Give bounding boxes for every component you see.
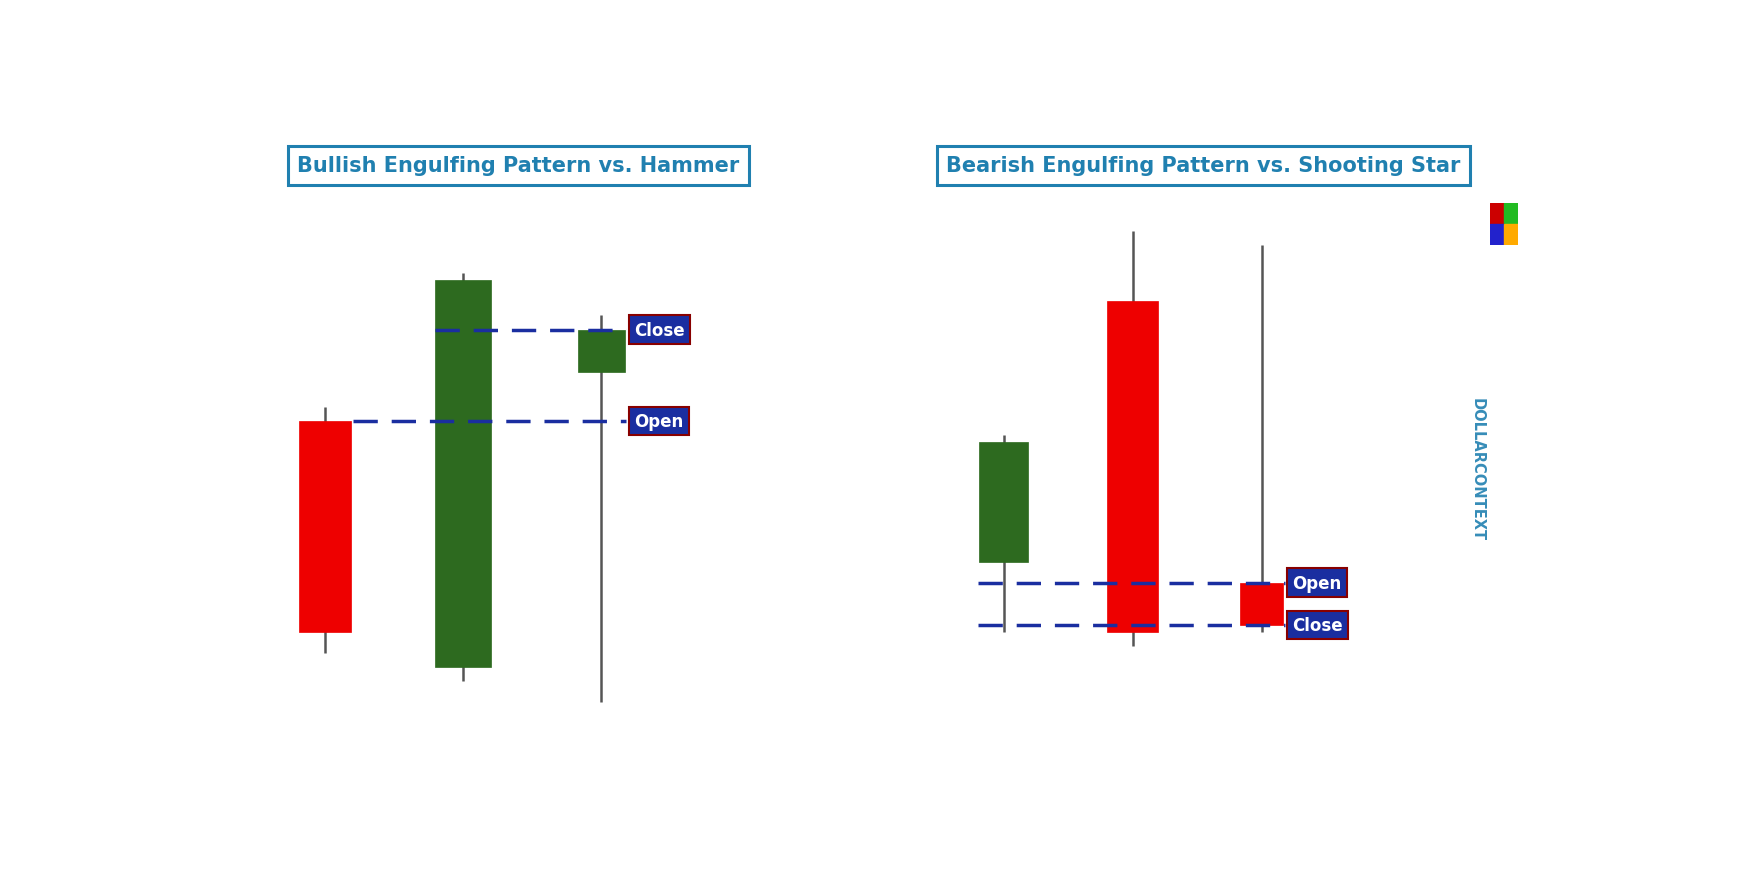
Bar <box>1504 204 1518 225</box>
Bar <box>1490 225 1504 246</box>
Bar <box>1504 225 1518 246</box>
Text: Open: Open <box>634 413 683 430</box>
Text: DOLLARCONTEXT: DOLLARCONTEXT <box>1471 398 1485 541</box>
Bar <box>1490 204 1504 225</box>
Bar <box>578 330 625 372</box>
Bar <box>436 281 490 667</box>
Bar <box>1240 583 1283 625</box>
Bar <box>299 421 351 632</box>
Text: Close: Close <box>1293 616 1342 634</box>
Text: Close: Close <box>634 321 685 339</box>
Bar <box>1107 302 1158 632</box>
Bar <box>979 443 1028 562</box>
Text: Open: Open <box>1293 574 1342 592</box>
Text: Bearish Engulfing Pattern vs. Shooting Star: Bearish Engulfing Pattern vs. Shooting S… <box>947 156 1460 176</box>
Text: Bullish Engulfing Pattern vs. Hammer: Bullish Engulfing Pattern vs. Hammer <box>297 156 740 176</box>
